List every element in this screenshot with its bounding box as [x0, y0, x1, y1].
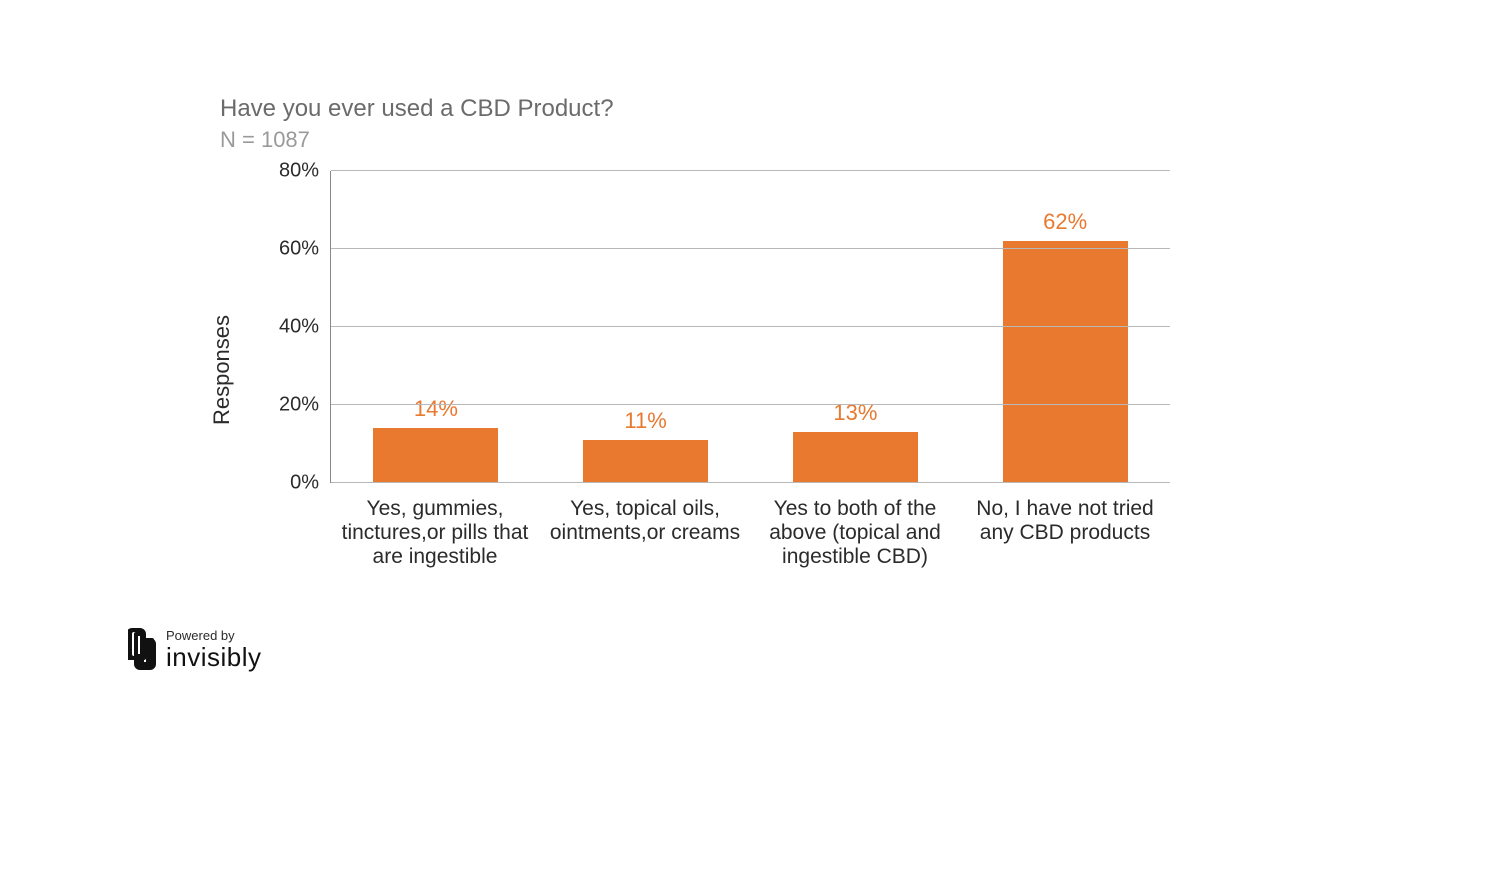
- axis-wrap: Responses 14%11%13%62% 0%20%40%60%80% Ye…: [260, 171, 1170, 569]
- bar: 14%: [373, 428, 498, 483]
- brand-name: invisibly: [166, 644, 262, 670]
- x-tick-label: Yes, topical oils, ointments,or creams: [540, 497, 750, 569]
- powered-by-label: Powered by: [166, 629, 262, 642]
- y-tick-label: 60%: [279, 238, 319, 261]
- plot-area: 14%11%13%62% 0%20%40%60%80%: [330, 171, 1170, 483]
- x-axis-labels: Yes, gummies, tinctures,or pills that ar…: [330, 497, 1170, 569]
- y-axis-label: Responses: [209, 315, 235, 425]
- y-tick-label: 80%: [279, 160, 319, 183]
- bar-slot: 62%: [960, 171, 1170, 483]
- gridline: [331, 248, 1170, 249]
- x-tick-label: Yes, gummies, tinctures,or pills that ar…: [330, 497, 540, 569]
- bar: 11%: [583, 440, 708, 483]
- bars-row: 14% 11% 13% 62%: [331, 171, 1170, 483]
- gridline: [331, 170, 1170, 171]
- x-tick-label: No, I have not tried any CBD products: [960, 497, 1170, 569]
- bar-slot: 13%: [751, 171, 961, 483]
- chart-title: Have you ever used a CBD Product?: [220, 95, 1170, 123]
- bar-value-label: 14%: [414, 396, 458, 422]
- gridline: [331, 482, 1170, 483]
- y-tick-label: 20%: [279, 394, 319, 417]
- x-tick-label: Yes to both of the above (topical and in…: [750, 497, 960, 569]
- bar: 62%: [1003, 241, 1128, 483]
- y-tick-label: 0%: [290, 472, 319, 495]
- bar-value-label: 11%: [624, 408, 666, 434]
- bar-chart: Have you ever used a CBD Product? N = 10…: [220, 95, 1170, 569]
- powered-by-footer: Powered by invisibly: [128, 628, 262, 670]
- y-tick-label: 40%: [279, 316, 319, 339]
- gridline: [331, 326, 1170, 327]
- gridline: [331, 404, 1170, 405]
- bar: 13%: [793, 432, 918, 483]
- chart-subtitle: N = 1087: [220, 127, 1170, 153]
- invisibly-logo-icon: [128, 628, 156, 670]
- bar-value-label: 62%: [1043, 209, 1087, 235]
- bar-slot: 11%: [541, 171, 751, 483]
- bar-slot: 14%: [331, 171, 541, 483]
- footer-text: Powered by invisibly: [166, 629, 262, 670]
